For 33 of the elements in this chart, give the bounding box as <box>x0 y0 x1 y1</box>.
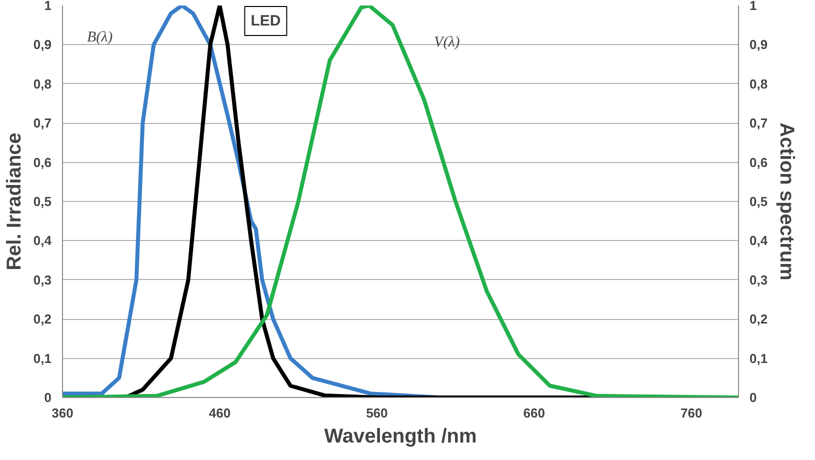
y2-tick-label: 0 <box>750 390 757 405</box>
y-tick-label: 1 <box>44 0 52 13</box>
series-label: V(λ) <box>434 34 460 50</box>
x-tick-label: 560 <box>366 406 388 420</box>
y2-tick-label: 0,9 <box>750 37 768 52</box>
y-tick-label: 0,9 <box>33 37 52 52</box>
y2-tick-label: 0,1 <box>750 350 768 366</box>
y2-axis-title: Action spectrum <box>776 122 798 280</box>
y-axis-title: Rel. Irradiance <box>3 132 26 270</box>
x-tick-label: 360 <box>52 406 74 420</box>
x-tick-label: 460 <box>208 406 231 420</box>
y-tick-label: 0,1 <box>33 350 52 366</box>
y2-tick-label: 0,8 <box>750 76 768 92</box>
y-tick-label: 0,2 <box>33 312 52 327</box>
y2-tick-label: 0,2 <box>750 312 768 327</box>
y2-tick-label: 0,6 <box>750 154 768 170</box>
y2-tick-label: 0,7 <box>750 116 768 131</box>
y2-tick-label: 1 <box>750 0 757 13</box>
y2-tick-label: 0,4 <box>750 233 768 248</box>
x-tick-label: 760 <box>680 406 702 420</box>
y-tick-label: 0,7 <box>33 116 52 131</box>
y2-tick-label: 0,5 <box>750 194 768 209</box>
text: B(λ) <box>86 30 113 46</box>
y-tick-label: 0,4 <box>33 233 52 248</box>
y2-tick-label: 0,3 <box>750 272 768 288</box>
y-tick-label: 0,5 <box>33 194 52 209</box>
series-label: LED <box>250 12 281 30</box>
y-tick-label: 0,6 <box>33 154 52 170</box>
x-tick-label: 660 <box>523 406 545 420</box>
y-tick-label: 0,8 <box>33 76 52 92</box>
y-tick-label: 0 <box>44 390 52 405</box>
x-axis-title: Wavelength /nm <box>324 426 477 448</box>
y-tick-label: 0,3 <box>33 272 52 288</box>
